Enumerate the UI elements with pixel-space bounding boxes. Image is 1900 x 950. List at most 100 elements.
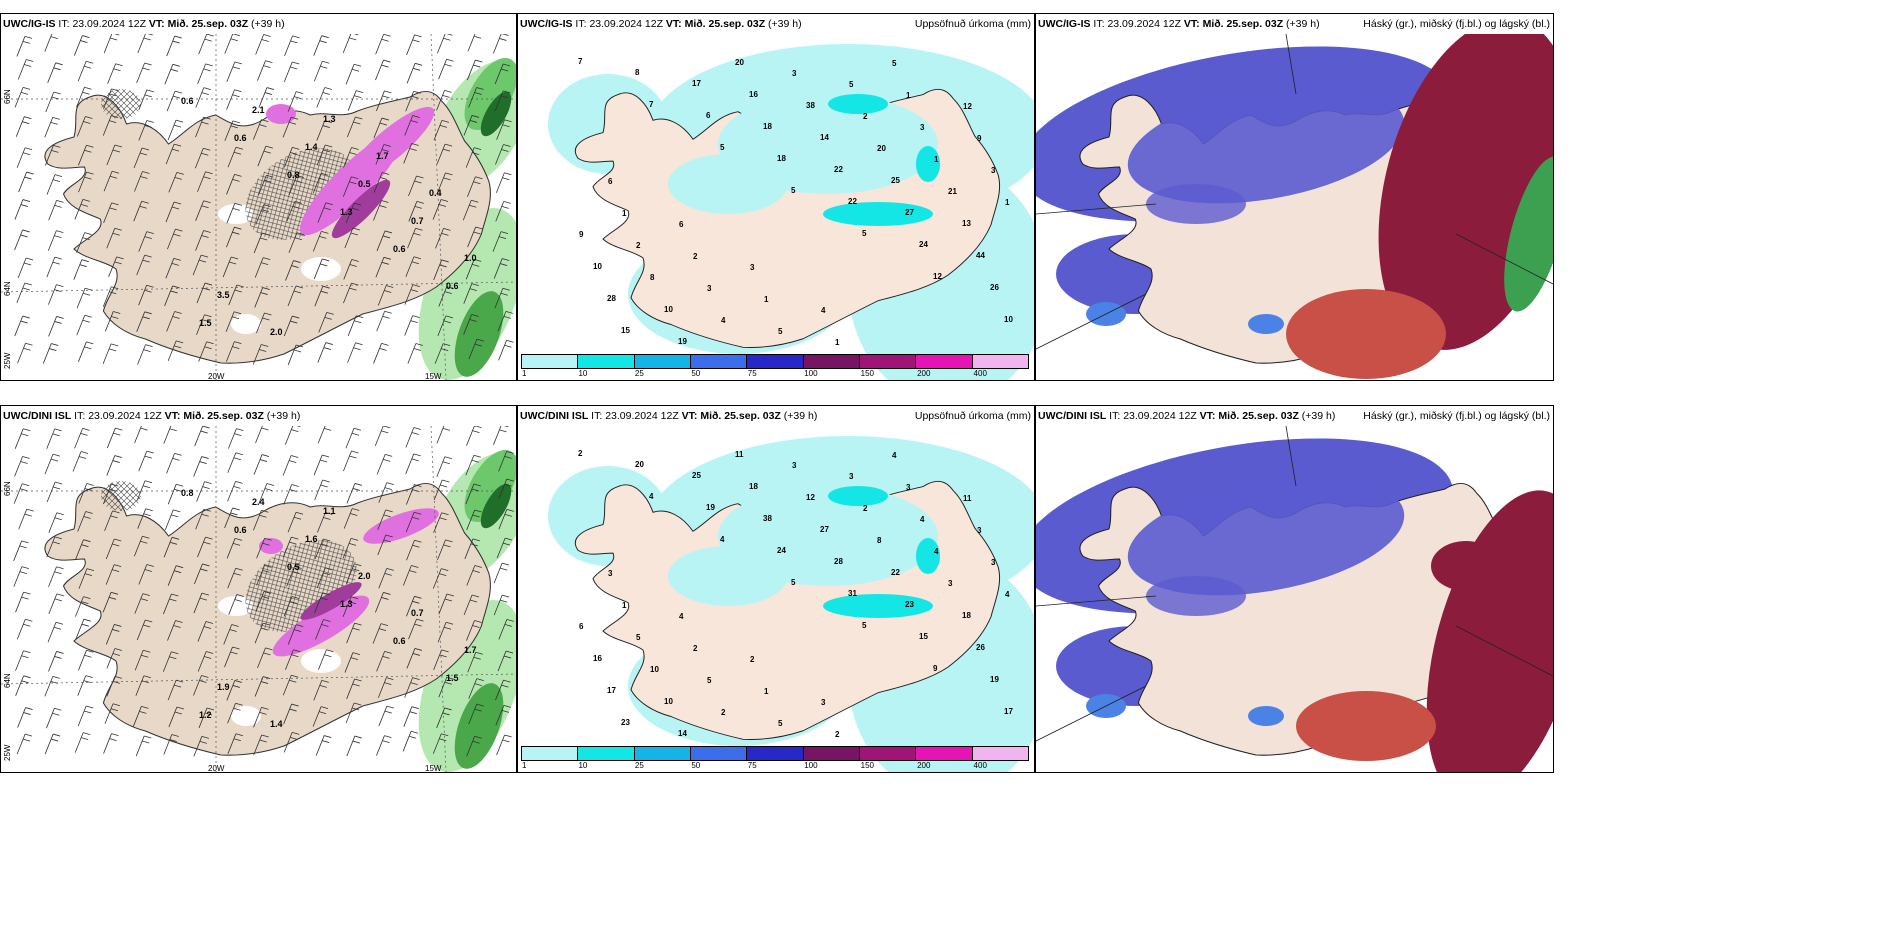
precip-value-label: 5 xyxy=(778,327,783,336)
init-time-label: IT: xyxy=(591,410,603,422)
precip-value-label: 23 xyxy=(621,718,630,727)
snow-value-label: 2.1 xyxy=(252,105,265,115)
precip-panel-top: UWC/IG-IS IT: 23.09.2024 12Z VT: Mið. 25… xyxy=(517,13,1035,381)
lon-label-25w: 25W xyxy=(3,352,12,369)
panel-header: UWC/DINI ISL IT: 23.09.2024 12Z VT: Mið.… xyxy=(1,406,516,426)
legend-labels: 1 10 25 50 75 100 150 200 400 xyxy=(521,761,1029,770)
snow-value-label: 0.6 xyxy=(393,636,406,646)
precip-value-label: 18 xyxy=(749,482,758,491)
precip-map: 7755512108618222426151718222744281916142… xyxy=(518,34,1034,380)
lon-label-15w: 15W xyxy=(425,764,442,773)
panel-header: UWC/IG-IS IT: 23.09.2024 12Z VT: Mið. 25… xyxy=(1,14,516,34)
valid-time-label: VT: xyxy=(681,410,698,422)
precip-value-label: 9 xyxy=(579,230,584,239)
precip-value-label: 3 xyxy=(608,569,613,578)
precip-value-label: 4 xyxy=(892,451,897,460)
model-name: UWC/IG-IS xyxy=(3,18,56,30)
precip-panel-bottom: UWC/DINI ISL IT: 23.09.2024 12Z VT: Mið.… xyxy=(517,405,1035,773)
precip-value-label: 26 xyxy=(976,643,985,652)
legend-swatch xyxy=(803,355,860,368)
precip-title: Uppsöfnuð úrkoma (mm) xyxy=(914,18,1031,30)
snow-value-label: 2.4 xyxy=(252,497,265,507)
precip-value-label: 18 xyxy=(777,154,786,163)
legend-label: 150 xyxy=(860,369,875,378)
precip-value-label: 3 xyxy=(821,698,826,707)
precip-value-label: 13 xyxy=(962,219,971,228)
legend-swatch xyxy=(972,747,1028,760)
precip-value-label: 4 xyxy=(821,306,826,315)
precip-value-label: 7 xyxy=(649,100,654,109)
precip-value-label: 5 xyxy=(849,80,854,89)
cloud-panel-top: UWC/IG-IS IT: 23.09.2024 12Z VT: Mið. 25… xyxy=(1035,13,1554,381)
snow-value-label: 0.5 xyxy=(287,562,300,572)
precip-map: 2445591720192431151923253828232617141827… xyxy=(518,426,1034,772)
precip-value-label: 3 xyxy=(991,558,996,567)
precip-value-label: 1 xyxy=(835,338,840,347)
snow-value-label: 0.6 xyxy=(181,96,194,106)
precip-value-label: 14 xyxy=(678,729,687,738)
precip-value-label: 24 xyxy=(919,240,928,249)
legend-label: 50 xyxy=(691,761,701,770)
precip-value-label: 22 xyxy=(848,197,857,206)
precip-value-label: 16 xyxy=(593,654,602,663)
legend-label: 10 xyxy=(578,761,588,770)
snow-value-label: 0.7 xyxy=(411,608,424,618)
snow-value-label: 0.8 xyxy=(287,170,300,180)
snow-value-label: 2.0 xyxy=(358,571,371,581)
snow-value-label: 0.7 xyxy=(411,216,424,226)
valid-time-label: VT: xyxy=(164,410,181,422)
legend-swatch xyxy=(747,747,804,760)
model-name: UWC/DINI ISL xyxy=(1038,410,1107,422)
precip-value-label: 19 xyxy=(990,675,999,684)
snow-value-label: 1.7 xyxy=(464,645,477,655)
snow-value-label: 1.3 xyxy=(340,207,353,217)
snow-wind-map: 0.8 0.6 0.5 1.3 0.6 1.5 1.2 2.4 1.6 2.0 0.7 1.7 1.9 1… xyxy=(1,426,516,772)
precip-value-label: 19 xyxy=(678,337,687,346)
precip-value-label: 5 xyxy=(892,59,897,68)
precip-value-label: 2 xyxy=(750,655,755,664)
lon-label-20w: 20W xyxy=(208,764,225,773)
legend-label: 10 xyxy=(578,369,588,378)
precip-value-label: 5 xyxy=(778,719,783,728)
legend-label: 1 xyxy=(522,761,527,770)
precip-value-label: 5 xyxy=(791,186,796,195)
snow-value-label: 1.3 xyxy=(340,599,353,609)
cloud-map xyxy=(1036,34,1553,380)
precip-legend: 1 10 25 50 75 100 150 200 400 xyxy=(521,746,1029,770)
precip-value-label: 3 xyxy=(849,472,854,481)
snow-value-label: 3.5 xyxy=(217,290,230,300)
precip-value-label: 15 xyxy=(919,632,928,641)
precip-value-label: 14 xyxy=(820,133,829,142)
snow-value-label: 1.0 xyxy=(464,253,477,263)
lat-label-64n: 64N xyxy=(3,281,12,296)
legend-label: 1 xyxy=(522,369,527,378)
legend-swatch xyxy=(859,747,917,760)
legend-swatch xyxy=(916,747,973,760)
precip-value-label: 26 xyxy=(990,283,999,292)
precip-value-label: 3 xyxy=(948,579,953,588)
legend-swatch xyxy=(803,747,860,760)
precip-value-label: 4 xyxy=(920,515,925,524)
legend-swatch xyxy=(747,355,804,368)
precip-value-label: 2 xyxy=(721,708,726,717)
init-time: 23.09.2024 12Z xyxy=(605,410,679,422)
precip-value-label: 1 xyxy=(622,601,627,610)
precip-value-label: 5 xyxy=(707,676,712,685)
legend-label: 400 xyxy=(973,369,987,378)
precip-value-label: 6 xyxy=(679,220,684,229)
snow-value-label: 0.6 xyxy=(446,281,459,291)
init-time: 23.09.2024 12Z xyxy=(88,410,162,422)
precip-value-label: 6 xyxy=(608,177,613,186)
valid-time: Mið. 25.sep. 03Z xyxy=(1202,18,1284,30)
precip-value-label: 2 xyxy=(835,730,840,739)
lon-label-20w: 20W xyxy=(208,372,225,381)
precip-value-label: 11 xyxy=(963,494,972,503)
lat-label-66n: 66N xyxy=(3,89,12,104)
precip-value-label: 22 xyxy=(834,165,843,174)
precip-value-label: 16 xyxy=(749,90,758,99)
precip-title: Uppsöfnuð úrkoma (mm) xyxy=(914,410,1031,422)
snow-value-label: 1.7 xyxy=(376,151,389,161)
snow-value-label: 0.6 xyxy=(234,525,247,535)
precip-value-label: 10 xyxy=(1004,315,1013,324)
lead-time: (+39 h) xyxy=(1286,18,1320,30)
